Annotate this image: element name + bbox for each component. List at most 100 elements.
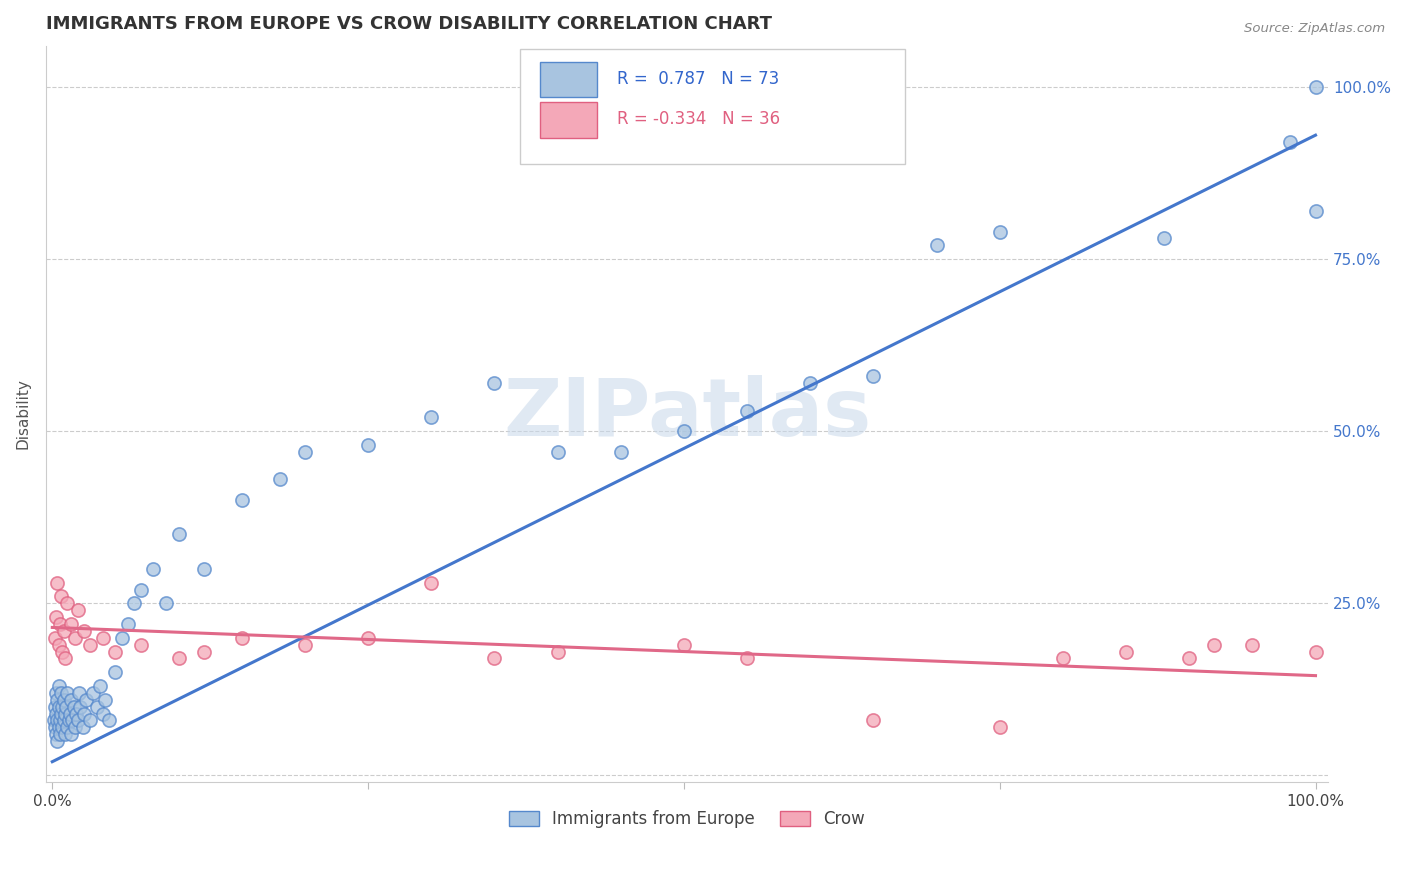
- Point: [56, 686, 79, 700]
- Point: [129, 638, 152, 652]
- Point: [56, 596, 79, 610]
- Point: [294, 445, 316, 459]
- Point: [62, 699, 84, 714]
- Point: [52, 714, 75, 728]
- Y-axis label: Disability: Disability: [15, 378, 30, 450]
- Point: [1279, 135, 1302, 149]
- Point: [46, 734, 69, 748]
- Point: [67, 686, 90, 700]
- Point: [1115, 644, 1137, 658]
- Point: [82, 686, 104, 700]
- Point: [672, 424, 695, 438]
- Point: [49, 617, 72, 632]
- Point: [49, 590, 72, 604]
- Point: [1241, 638, 1264, 652]
- Point: [63, 720, 86, 734]
- FancyBboxPatch shape: [520, 49, 905, 163]
- Point: [357, 438, 380, 452]
- Point: [46, 714, 69, 728]
- Point: [52, 692, 75, 706]
- Point: [46, 575, 69, 590]
- Point: [49, 727, 72, 741]
- Point: [49, 706, 72, 721]
- Point: [52, 624, 75, 638]
- Point: [799, 376, 821, 390]
- Point: [58, 714, 80, 728]
- Point: [53, 651, 76, 665]
- Point: [66, 714, 89, 728]
- Point: [117, 617, 139, 632]
- Point: [42, 714, 65, 728]
- Point: [1178, 651, 1201, 665]
- Point: [56, 720, 79, 734]
- Point: [48, 638, 70, 652]
- Point: [124, 596, 146, 610]
- Point: [63, 631, 86, 645]
- Point: [111, 631, 134, 645]
- Point: [193, 562, 215, 576]
- Point: [60, 727, 83, 741]
- Point: [862, 714, 884, 728]
- Point: [45, 727, 67, 741]
- Text: IMMIGRANTS FROM EUROPE VS CROW DISABILITY CORRELATION CHART: IMMIGRANTS FROM EUROPE VS CROW DISABILIT…: [46, 15, 772, 33]
- Point: [609, 445, 631, 459]
- Point: [104, 665, 127, 680]
- Point: [1204, 638, 1226, 652]
- FancyBboxPatch shape: [540, 62, 598, 97]
- Point: [45, 706, 67, 721]
- Point: [48, 720, 70, 734]
- Point: [53, 727, 76, 741]
- Point: [49, 686, 72, 700]
- Point: [1305, 644, 1327, 658]
- Point: [988, 225, 1011, 239]
- Point: [269, 472, 291, 486]
- FancyBboxPatch shape: [540, 103, 598, 137]
- Text: ZIPatlas: ZIPatlas: [503, 375, 872, 453]
- Point: [60, 692, 83, 706]
- Point: [60, 617, 83, 632]
- Point: [44, 720, 66, 734]
- Point: [65, 706, 87, 721]
- Point: [55, 699, 77, 714]
- Point: [484, 376, 506, 390]
- Point: [104, 644, 127, 658]
- Point: [51, 720, 73, 734]
- Point: [79, 714, 101, 728]
- Point: [48, 699, 70, 714]
- Point: [672, 638, 695, 652]
- Point: [98, 714, 121, 728]
- Point: [44, 699, 66, 714]
- Point: [94, 692, 117, 706]
- Point: [49, 714, 72, 728]
- Text: Source: ZipAtlas.com: Source: ZipAtlas.com: [1244, 22, 1385, 36]
- Point: [925, 238, 948, 252]
- Point: [735, 403, 758, 417]
- Point: [45, 610, 67, 624]
- Point: [193, 644, 215, 658]
- Point: [51, 699, 73, 714]
- Point: [1153, 231, 1175, 245]
- Point: [231, 631, 253, 645]
- Point: [79, 638, 101, 652]
- Point: [91, 631, 114, 645]
- Point: [89, 679, 111, 693]
- Point: [75, 692, 97, 706]
- Point: [167, 651, 190, 665]
- Point: [73, 624, 96, 638]
- Point: [357, 631, 380, 645]
- Point: [142, 562, 165, 576]
- Point: [547, 445, 569, 459]
- Point: [69, 699, 91, 714]
- Point: [862, 369, 884, 384]
- Point: [48, 679, 70, 693]
- Point: [66, 603, 89, 617]
- Point: [51, 644, 73, 658]
- Point: [73, 706, 96, 721]
- Point: [1305, 203, 1327, 218]
- Point: [735, 651, 758, 665]
- Point: [988, 720, 1011, 734]
- Legend: Immigrants from Europe, Crow: Immigrants from Europe, Crow: [501, 802, 873, 837]
- Point: [420, 575, 443, 590]
- Point: [129, 582, 152, 597]
- Point: [59, 706, 82, 721]
